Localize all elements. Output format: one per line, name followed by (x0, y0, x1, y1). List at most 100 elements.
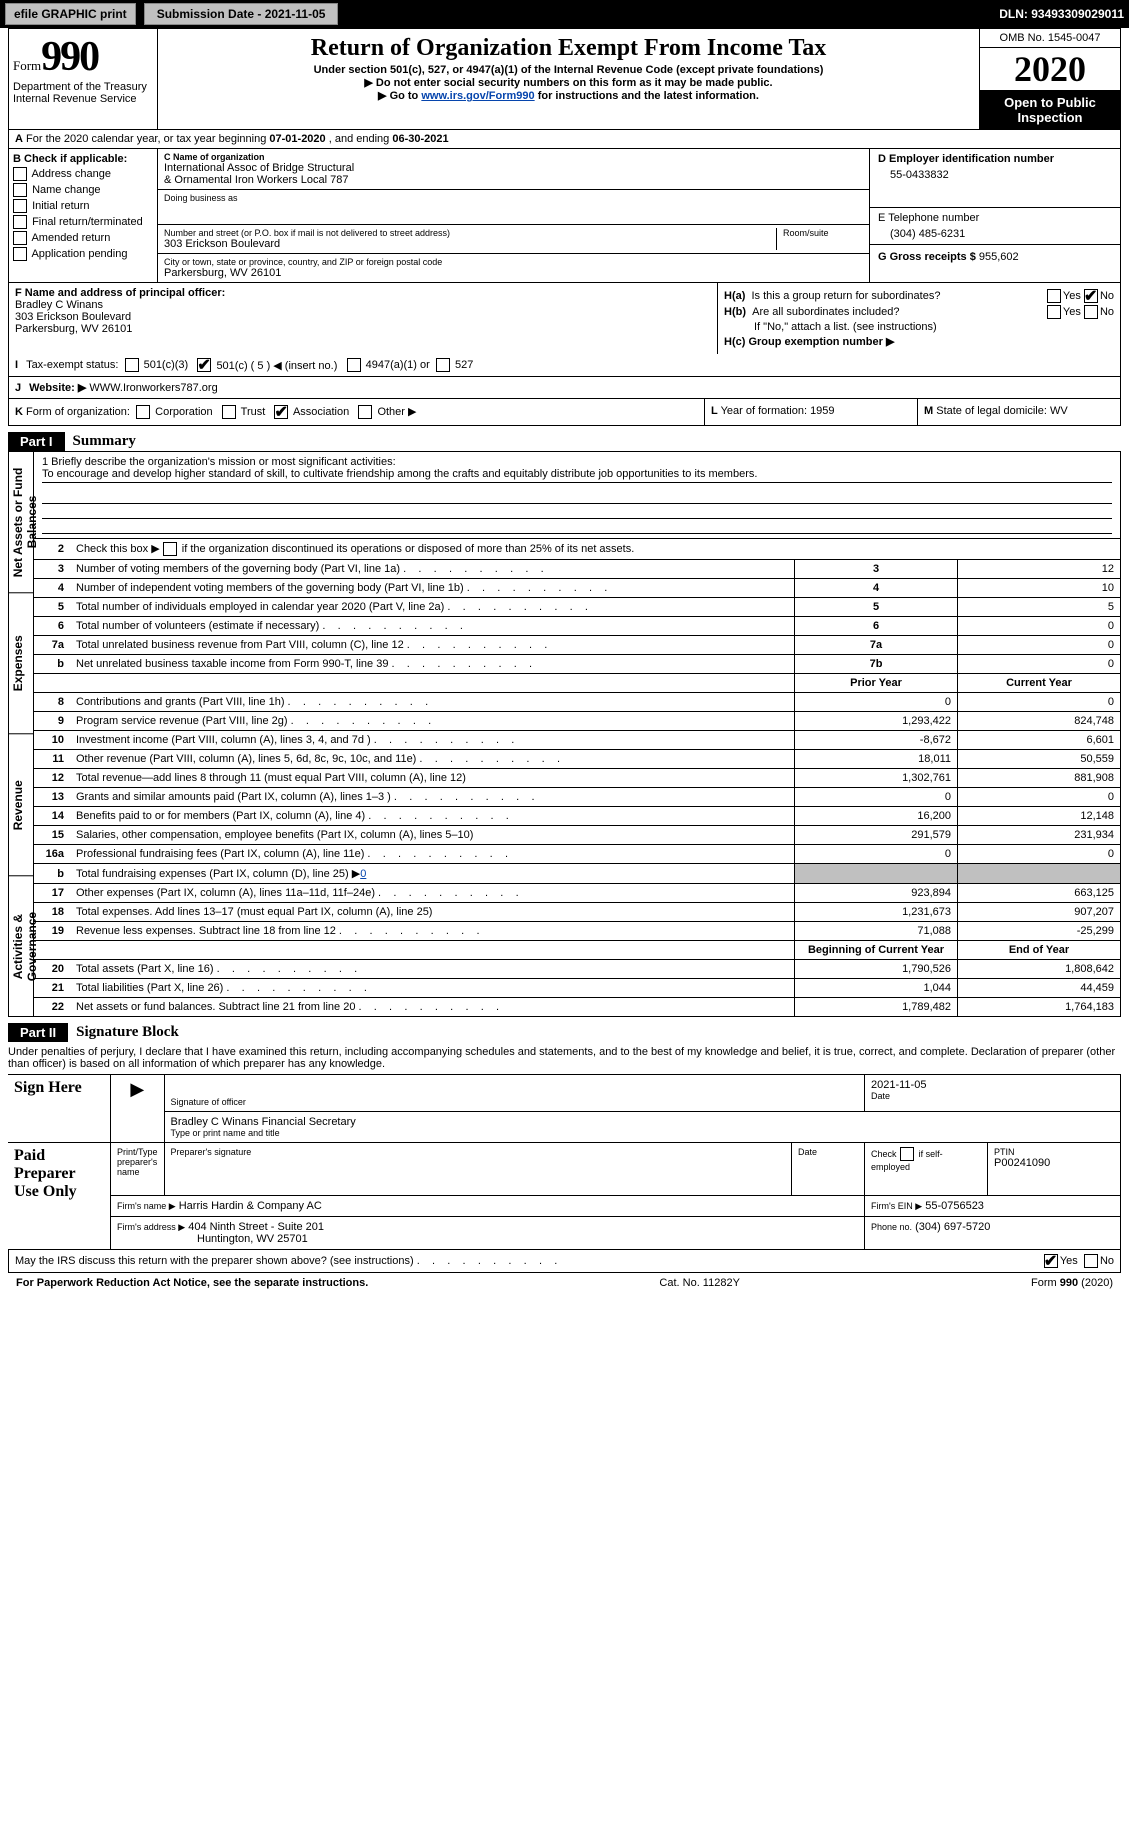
ptin-lbl: PTIN (994, 1147, 1114, 1157)
sig-officer-lbl: Signature of officer (171, 1097, 858, 1107)
subtitle-1: Under section 501(c), 527, or 4947(a)(1)… (166, 64, 971, 76)
cb-4947[interactable] (347, 358, 361, 372)
sign-here: Sign Here (8, 1075, 111, 1143)
hdr-begin: Beginning of Current Year (795, 941, 958, 960)
line2-post: if the organization discontinued its ope… (182, 543, 635, 555)
firm-addr2: Huntington, WV 25701 (197, 1233, 308, 1245)
f-label: F Name and address of principal officer: (15, 287, 225, 299)
cb-501c[interactable] (197, 358, 211, 372)
efile-button[interactable]: efile GRAPHIC print (5, 3, 136, 25)
cb-initial-return[interactable]: Initial return (13, 199, 153, 213)
firm-addr-lbl: Firm's address ▶ (117, 1222, 185, 1232)
c-label: C Name of organization (164, 152, 265, 162)
trust: Trust (241, 406, 266, 418)
hdr-end: End of Year (958, 941, 1121, 960)
hdr-current: Current Year (958, 674, 1121, 693)
i-label: I (15, 359, 18, 371)
16b-val[interactable]: 0 (360, 868, 366, 880)
cb-corp[interactable] (136, 405, 150, 419)
form-header: Form990 Department of the Treasury Inter… (8, 28, 1121, 130)
cb-amended[interactable]: Amended return (13, 231, 153, 245)
tax-year: 2020 (980, 48, 1120, 91)
org-name-2: & Ornamental Iron Workers Local 787 (164, 174, 863, 186)
city: Parkersburg, WV 26101 (164, 267, 863, 279)
gross-label: G Gross receipts $ (878, 251, 976, 263)
cb-final-return[interactable]: Final return/terminated (13, 215, 153, 229)
room-label: Room/suite (783, 228, 863, 238)
assoc: Association (293, 406, 349, 418)
prep-sig-lbl: Preparer's signature (171, 1147, 785, 1157)
cb-other[interactable] (358, 405, 372, 419)
no-label: No (1100, 290, 1114, 302)
vtab-gov: Activities & Governance (9, 876, 33, 1016)
phone-label: E Telephone number (878, 212, 1112, 224)
ha-yes-checkbox[interactable] (1047, 289, 1061, 303)
b-label: B Check if applicable: (13, 153, 127, 165)
cb-501c3[interactable] (125, 358, 139, 372)
discuss-yes[interactable] (1044, 1254, 1058, 1268)
vtab-net: Net Assets or Fund Balances (9, 452, 33, 593)
cb-527[interactable] (436, 358, 450, 372)
part2-label: Part II (8, 1023, 68, 1042)
dba-label: Doing business as (164, 193, 863, 203)
omb-number: OMB No. 1545-0047 (980, 29, 1120, 48)
part1-title: Summary (73, 433, 136, 450)
v3: 12 (958, 560, 1121, 579)
form-number: 990 (41, 34, 98, 80)
officer-name: Bradley C Winans (15, 299, 711, 311)
street: 303 Erickson Boulevard (164, 238, 776, 250)
open-public: Open to Public Inspection (980, 91, 1120, 129)
cb-line2[interactable] (163, 542, 177, 556)
ein-label: D Employer identification number (878, 153, 1112, 165)
16b-pre: Total fundraising expenses (Part IX, col… (76, 868, 360, 880)
hb-no-checkbox[interactable] (1084, 305, 1098, 319)
dln: DLN: 93493309029011 (999, 7, 1124, 21)
4947: 4947(a)(1) or (366, 359, 430, 371)
sig-date: 2021-11-05 (871, 1079, 1114, 1091)
firm-name-lbl: Firm's name ▶ (117, 1201, 176, 1211)
subtitle-2: ▶ Do not enter social security numbers o… (166, 76, 971, 89)
discuss-q: May the IRS discuss this return with the… (15, 1255, 1044, 1267)
cb-address-change[interactable]: Address change (13, 167, 153, 181)
officer-type-lbl: Type or print name and title (171, 1128, 1114, 1138)
org-name-1: International Assoc of Bridge Structural (164, 162, 863, 174)
cb-assoc[interactable] (274, 405, 288, 419)
yes-label: Yes (1063, 290, 1081, 302)
hdr-prior: Prior Year (795, 674, 958, 693)
cb-pending[interactable]: Application pending (13, 247, 153, 261)
officer-street: 303 Erickson Boulevard (15, 311, 711, 323)
corp: Corporation (155, 406, 212, 418)
firm-ein: 55-0756523 (925, 1200, 984, 1212)
tax-status-label: Tax-exempt status: (26, 359, 118, 371)
vtab-exp: Expenses (9, 593, 33, 734)
ein: 55-0433832 (878, 165, 1112, 181)
subtitle-3: ▶ Go to www.irs.gov/Form990 for instruct… (166, 89, 971, 102)
mission-text: To encourage and develop higher standard… (42, 468, 1112, 483)
a-begin: 07-01-2020 (269, 133, 325, 145)
t3: Number of voting members of the governin… (76, 563, 544, 575)
form-word: Form (13, 58, 41, 73)
discuss-no[interactable] (1084, 1254, 1098, 1268)
website-label: Website: ▶ (29, 381, 86, 394)
hb-yes-checkbox[interactable] (1047, 305, 1061, 319)
form-org-label: Form of organization: (26, 406, 130, 418)
firm-phone-lbl: Phone no. (871, 1222, 912, 1232)
paid-preparer: Paid Preparer Use Only (8, 1143, 111, 1250)
irs-link[interactable]: www.irs.gov/Form990 (421, 90, 534, 102)
ha-no-checkbox[interactable] (1084, 289, 1098, 303)
firm-ein-lbl: Firm's EIN ▶ (871, 1201, 922, 1211)
501c3: 501(c)(3) (144, 359, 189, 371)
goto-pre: ▶ Go to (378, 90, 421, 102)
cb-name-change[interactable]: Name change (13, 183, 153, 197)
n3: 3 (34, 560, 70, 579)
top-bar: efile GRAPHIC print Submission Date - 20… (0, 0, 1129, 28)
501c: 501(c) ( 5 ) ◀ (insert no.) (216, 359, 337, 372)
prep-date-lbl: Date (798, 1147, 858, 1157)
dept-treasury: Department of the Treasury (13, 81, 153, 93)
a-end: 06-30-2021 (392, 133, 448, 145)
cb-self-employed[interactable] (900, 1147, 914, 1161)
cb-trust[interactable] (222, 405, 236, 419)
arrow-icon: ▶ (111, 1075, 165, 1143)
street-label: Number and street (or P.O. box if mail i… (164, 228, 776, 238)
irs-label: Internal Revenue Service (13, 93, 153, 105)
